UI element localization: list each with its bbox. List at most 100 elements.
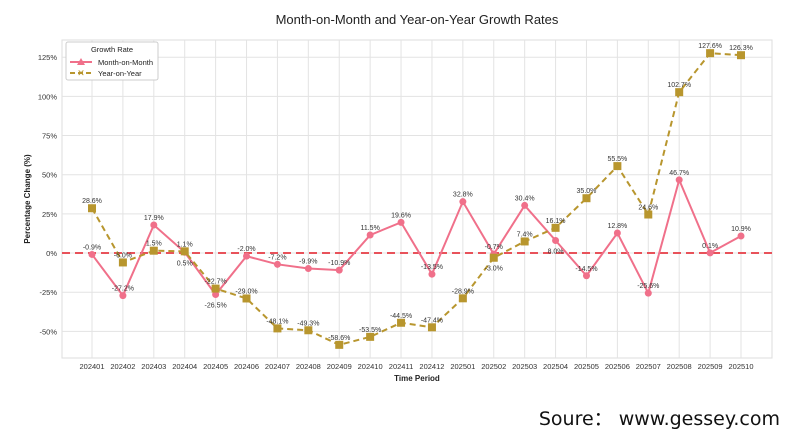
data-point-mom: [212, 291, 220, 299]
data-label: 35.0%: [577, 188, 597, 195]
data-label: -10.9%: [328, 260, 350, 267]
data-label: 12.8%: [607, 223, 627, 230]
data-label: -3.0%: [485, 266, 503, 273]
x-tick-label: 202406: [234, 362, 259, 371]
data-label: -22.7%: [205, 279, 227, 286]
data-label: -58.6%: [328, 335, 350, 342]
plot-area: [61, 39, 773, 359]
data-point-yoy: [366, 332, 375, 341]
data-label: 30.4%: [515, 195, 535, 202]
x-tick-label: 202402: [110, 362, 135, 371]
data-label: -14.5%: [575, 266, 597, 273]
data-label: -6.0%: [114, 252, 132, 259]
x-tick-label: 202504: [543, 362, 568, 371]
y-tick-label: -50%: [39, 327, 57, 336]
data-label: -48.1%: [266, 318, 288, 325]
data-label: -49.3%: [297, 320, 319, 327]
legend-title: Growth Rate: [91, 45, 133, 54]
data-point-mom: [613, 229, 621, 237]
x-tick-label: 202401: [79, 362, 104, 371]
y-tick-label: -25%: [39, 288, 57, 297]
data-point-yoy: [675, 88, 684, 97]
data-label: 7.4%: [517, 231, 533, 238]
data-label: 32.8%: [453, 192, 473, 199]
legend-label-mom: Month-on-Month: [98, 58, 153, 67]
data-label: 0.1%: [702, 243, 718, 250]
triangle-marker-icon: [77, 58, 85, 65]
data-label: 10.9%: [731, 226, 751, 233]
data-point-yoy: [211, 284, 220, 293]
data-label: 102.7%: [667, 82, 691, 89]
data-point-yoy: [118, 258, 127, 267]
data-point-yoy: [489, 253, 498, 262]
data-label: 11.5%: [360, 225, 379, 232]
data-label: 28.6%: [82, 198, 102, 205]
data-label: -28.9%: [452, 288, 474, 295]
data-point-yoy: [397, 318, 406, 327]
data-point-mom: [335, 266, 343, 274]
x-tick-label: 202501: [450, 362, 475, 371]
x-tick-label: 202505: [574, 362, 599, 371]
data-label: -0.9%: [83, 244, 101, 251]
data-point-yoy: [273, 324, 282, 333]
data-point-yoy: [458, 294, 467, 303]
data-point-mom: [88, 250, 96, 258]
data-point-yoy: [335, 340, 344, 349]
line-chart: Month-on-Month and Year-on-Year Growth R…: [23, 12, 773, 383]
data-label: -0.7%: [485, 244, 503, 251]
data-point-mom: [582, 272, 590, 280]
data-point-yoy: [180, 247, 189, 256]
data-point-mom: [273, 260, 281, 268]
x-marker-icon: ✕: [77, 68, 85, 78]
x-axis-label: Time Period: [394, 374, 440, 383]
y-axis-label: Percentage Change (%): [23, 154, 32, 244]
data-point-yoy: [551, 223, 560, 232]
data-label: 19.6%: [391, 212, 411, 219]
data-point-mom: [459, 198, 467, 206]
x-tick-label: 202510: [728, 362, 753, 371]
x-tick-label: 202412: [419, 362, 444, 371]
y-tick-label: 75%: [42, 132, 57, 141]
x-tick-label: 202411: [389, 362, 413, 371]
data-label: -9.9%: [299, 259, 317, 266]
x-tick-label: 202508: [667, 362, 692, 371]
x-tick-label: 202407: [265, 362, 290, 371]
data-point-yoy: [706, 49, 715, 58]
data-point-yoy: [427, 323, 436, 332]
source-caption: Soure： www.gessey.com: [538, 408, 780, 430]
data-point-yoy: [737, 51, 745, 60]
chart-title: Month-on-Month and Year-on-Year Growth R…: [276, 12, 559, 27]
data-label: -26.5%: [205, 303, 227, 310]
data-label: 0.5%: [177, 260, 193, 267]
x-tick-label: 202403: [141, 362, 166, 371]
y-tick-label: 100%: [38, 92, 58, 101]
data-point-mom: [706, 249, 714, 257]
data-label: -7.2%: [268, 254, 286, 261]
data-label: 1.1%: [177, 241, 193, 248]
x-tick-label: 202509: [698, 362, 723, 371]
series-line-yoy: [91, 52, 742, 346]
x-tick-label: 202404: [172, 362, 197, 371]
y-tick-label: 0%: [46, 249, 57, 258]
x-tick-label: 202405: [203, 362, 228, 371]
data-label: -2.0%: [237, 246, 255, 253]
data-point-yoy: [149, 246, 158, 255]
data-point-yoy: [304, 326, 313, 335]
data-label: -27.2%: [112, 286, 134, 293]
x-tick-label: 202410: [358, 362, 383, 371]
data-label: -25.6%: [637, 283, 659, 290]
data-label: -13.5%: [421, 264, 443, 271]
data-label: 46.7%: [669, 170, 689, 177]
data-label: -53.5%: [359, 327, 381, 334]
data-point-yoy: [582, 194, 591, 203]
legend-label-yoy: Year-on-Year: [98, 69, 142, 78]
x-tick-label: 202502: [481, 362, 506, 371]
data-point-mom: [366, 231, 374, 239]
data-point-mom: [521, 201, 529, 209]
y-tick-label: 25%: [42, 210, 57, 219]
data-label: -47.4%: [421, 317, 443, 324]
data-point-mom: [243, 252, 251, 260]
data-point-yoy: [613, 162, 622, 171]
data-label: 126.3%: [729, 45, 753, 52]
data-point-mom: [397, 218, 405, 226]
